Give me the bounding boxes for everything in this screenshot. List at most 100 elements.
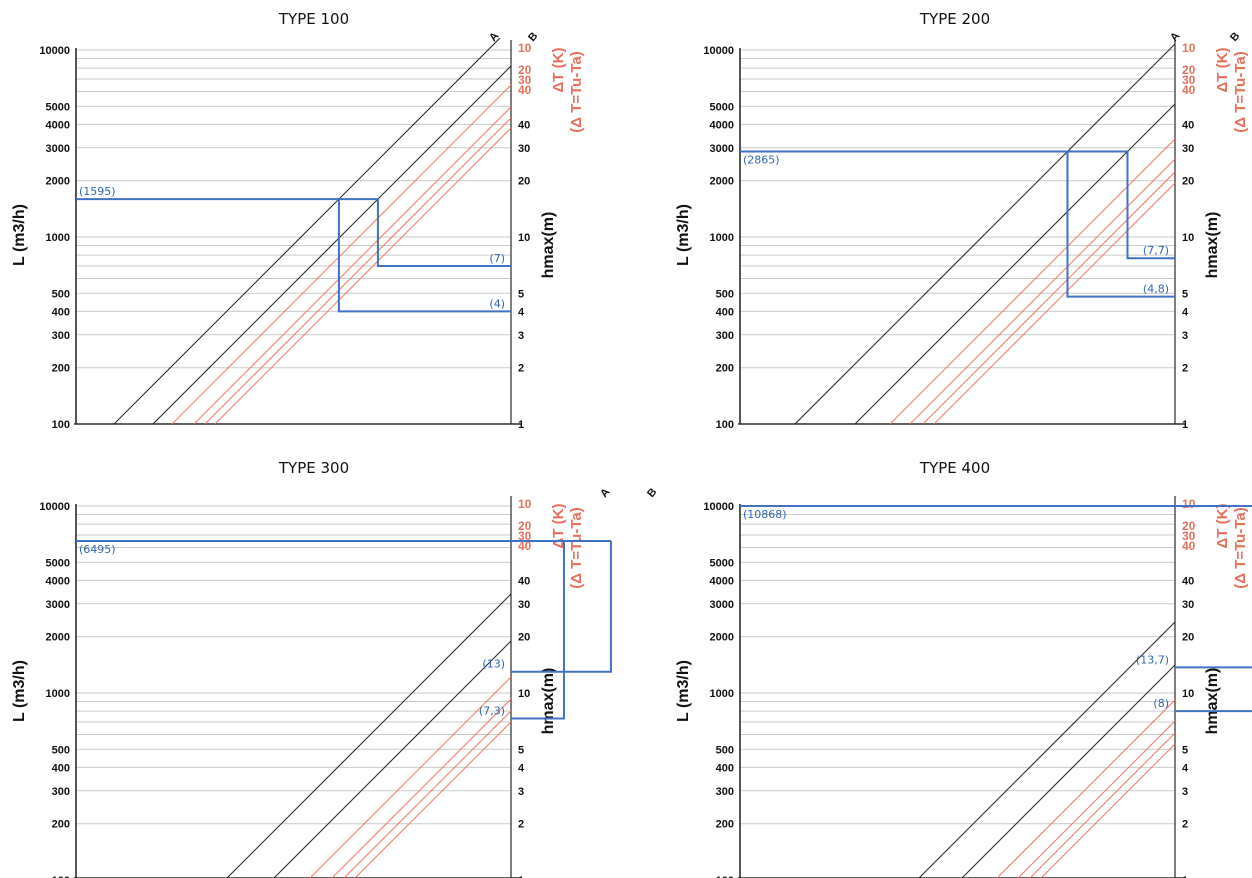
y-tick-label: 1000: [46, 688, 70, 700]
h-tick-label: 40: [518, 575, 530, 587]
dt-tick-label: 40: [518, 83, 532, 97]
reading-result-label: (4): [489, 297, 505, 310]
flow-annotation: (10868): [743, 508, 787, 521]
y-tick-label: 300: [716, 330, 734, 342]
chart-title: TYPE 100: [278, 10, 349, 28]
reading-line-b: [1127, 152, 1175, 259]
h-tick-label: 3: [518, 786, 524, 798]
chart-panel-3: TYPE 300 A B 100 200 300 400 500 1000 2000 3000 400…: [11, 459, 741, 878]
line-b: [153, 36, 541, 424]
line-a-label: A: [487, 30, 501, 44]
y-tick-label: 10000: [703, 45, 734, 57]
y-tick-label: 400: [716, 762, 734, 774]
h-tick-label: 10: [1182, 688, 1194, 700]
h-tick-label: 20: [1182, 632, 1194, 644]
h-tick-label: 20: [518, 632, 530, 644]
y-tick-label: 10000: [39, 45, 70, 57]
h-tick-label: 5: [1182, 744, 1188, 756]
y-tick-label: 300: [716, 786, 734, 798]
flow-annotation: (6495): [79, 543, 116, 556]
chart-panel-2: TYPE 200A B100200300400500100020003000400…: [675, 10, 1252, 431]
reading-result-label: (7,7): [1143, 244, 1169, 257]
h-tick-label: 10: [518, 688, 530, 700]
reading-result-label: (13): [482, 658, 505, 671]
dt-line-10: [890, 36, 1252, 424]
h-tick-label: 10: [518, 232, 530, 244]
dt-axis-sublabel: (Δ T=Tu-Ta): [1232, 507, 1249, 588]
flow-annotation: (1595): [79, 185, 116, 198]
dt-tick-label: 10: [1182, 497, 1196, 511]
y-tick-label: 300: [52, 330, 70, 342]
y-tick-label: 200: [716, 363, 734, 375]
dt-line-30: [205, 36, 593, 424]
reading-result-label: (4,8): [1143, 283, 1169, 296]
dt-line-10: [172, 36, 560, 424]
h-tick-label: 30: [1182, 599, 1194, 611]
dt-line-10: [310, 492, 696, 878]
h-tick-label: 30: [518, 599, 530, 611]
line-b-label: B: [1228, 30, 1242, 44]
y-tick-label: 1000: [710, 232, 734, 244]
h-tick-label: 3: [1182, 330, 1188, 342]
y-tick-label: 5000: [46, 557, 70, 569]
y-tick-label: 400: [52, 762, 70, 774]
h-tick-label: 1: [518, 419, 524, 431]
reading-result-label: (7,3): [479, 705, 505, 718]
y-tick-label: 4000: [46, 119, 70, 131]
line-a-label: A: [1168, 30, 1182, 44]
h-tick-label: 1: [1182, 419, 1188, 431]
y-tick-label: 500: [52, 288, 70, 300]
h-tick-label: 40: [1182, 575, 1194, 587]
h-axis-label: hmax(m): [1204, 668, 1221, 735]
chart-panel-4: TYPE 400AB100200300400500100020003000400…: [675, 459, 1252, 878]
dt-tick-label: 40: [1182, 83, 1196, 97]
y-tick-label: 2000: [710, 176, 734, 188]
h-axis-label: hmax(m): [540, 668, 557, 735]
reading-result-label: (13,7): [1136, 653, 1169, 666]
y-tick-label: 4000: [46, 575, 70, 587]
h-tick-label: 2: [1182, 363, 1188, 375]
y-tick-label: 2000: [710, 632, 734, 644]
h-tick-label: 10: [1182, 232, 1194, 244]
y-tick-label: 2000: [46, 632, 70, 644]
dt-tick-label: 40: [1182, 539, 1196, 553]
dt-axis-label: ΔT (K): [1214, 48, 1231, 93]
h-tick-label: 2: [518, 819, 524, 831]
chart-title: TYPE 400: [919, 459, 990, 477]
y-tick-label: 1000: [710, 688, 734, 700]
y-tick-label: 3000: [46, 143, 70, 155]
line-b: [274, 492, 660, 878]
h-tick-label: 5: [1182, 288, 1188, 300]
dt-line-20: [910, 36, 1252, 424]
y-axis-label: L (m3/h): [11, 204, 28, 266]
h-tick-label: 5: [518, 744, 524, 756]
y-tick-label: 3000: [710, 599, 734, 611]
line-a: [919, 492, 1252, 878]
y-tick-label: 200: [716, 819, 734, 831]
dt-line-30: [923, 36, 1252, 424]
h-tick-label: 2: [1182, 819, 1188, 831]
y-tick-label: 200: [52, 819, 70, 831]
chart-title: TYPE 300: [278, 459, 349, 477]
dt-tick-label: 10: [1182, 41, 1196, 55]
dt-axis-label: ΔT (K): [1214, 504, 1231, 549]
dt-tick-label: 10: [518, 497, 532, 511]
y-tick-label: 3000: [710, 143, 734, 155]
h-tick-label: 4: [518, 306, 525, 318]
y-tick-label: 4000: [710, 575, 734, 587]
y-tick-label: 5000: [46, 101, 70, 113]
y-tick-label: 10000: [39, 501, 70, 513]
y-tick-label: 100: [52, 419, 70, 431]
y-tick-label: 500: [716, 744, 734, 756]
h-tick-label: 30: [518, 143, 530, 155]
y-axis-label: L (m3/h): [675, 660, 692, 722]
flow-annotation: (2865): [743, 154, 780, 167]
line-a-label: A: [598, 486, 612, 500]
y-tick-label: 500: [716, 288, 734, 300]
y-tick-label: 100: [716, 419, 734, 431]
y-tick-label: 10000: [703, 501, 734, 513]
dt-axis-sublabel: (Δ T=Tu-Ta): [568, 507, 585, 588]
h-tick-label: 3: [518, 330, 524, 342]
